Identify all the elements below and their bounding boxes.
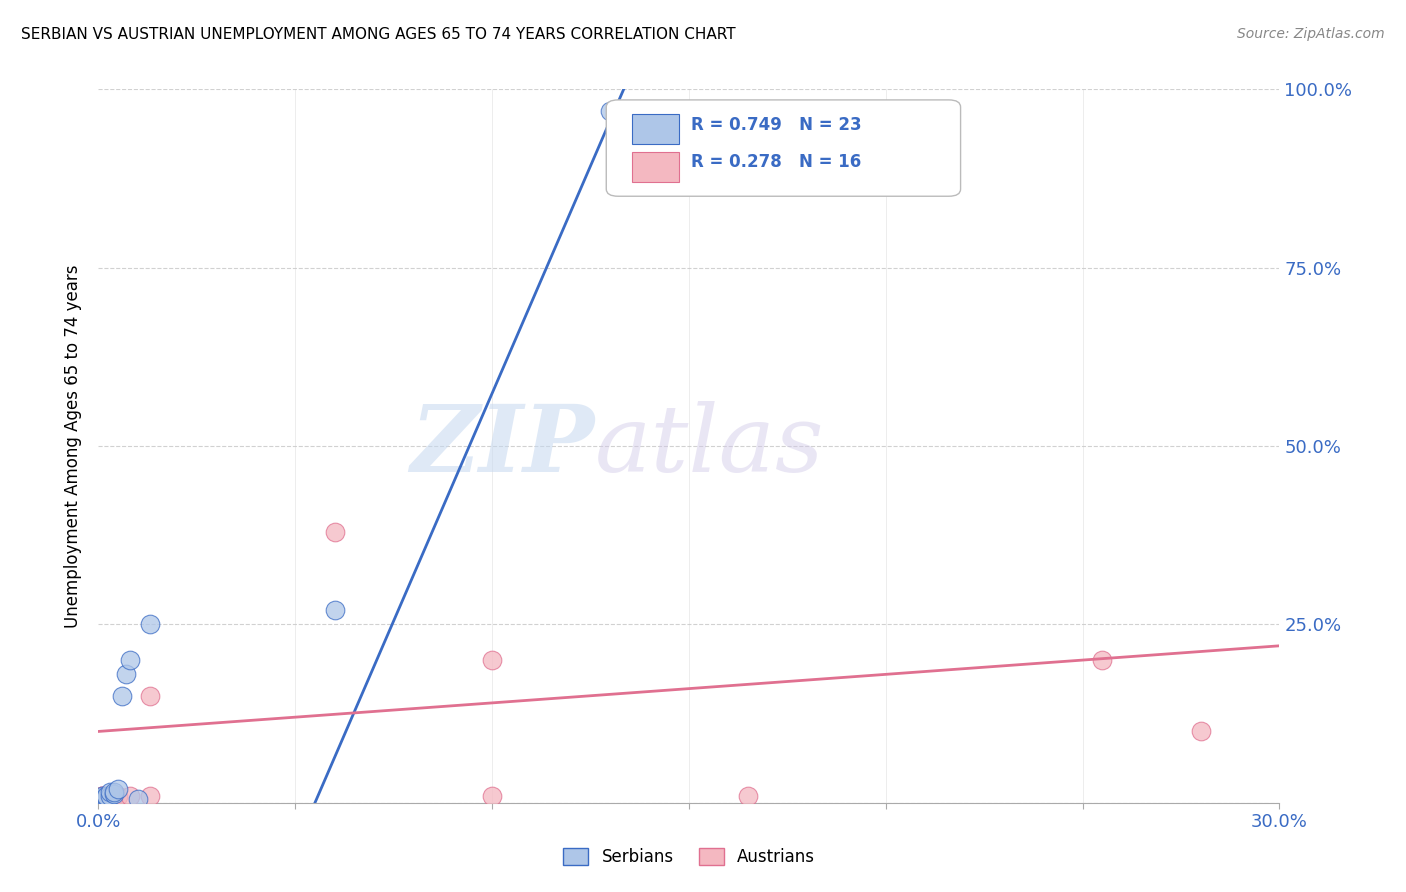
Point [98,785,121,799]
Text: atlas: atlas [595,401,824,491]
Point [96,789,118,803]
Point [138,689,160,703]
Point [138,617,160,632]
Point [737,789,759,803]
Point [91,790,114,805]
Point [91,789,114,803]
Point [481,789,503,803]
Point [98,789,121,803]
Text: ZIP: ZIP [411,401,595,491]
Point [115,667,138,681]
FancyBboxPatch shape [606,100,960,196]
Point [103,789,125,803]
Point [1091,653,1114,667]
Text: Source: ZipAtlas.com: Source: ZipAtlas.com [1237,27,1385,41]
Point [103,787,125,801]
Point [96,794,118,808]
Bar [633,114,679,145]
Point [91,790,114,805]
Point [107,789,129,803]
Point [107,781,129,796]
Point [118,653,141,667]
Point [91,791,114,805]
Y-axis label: Unemployment Among Ages 65 to 74 years: Unemployment Among Ages 65 to 74 years [65,264,83,628]
Bar [633,152,679,182]
Legend: Serbians, Austrians: Serbians, Austrians [557,841,821,873]
Point [91,793,114,807]
Point [98,789,121,803]
Text: R = 0.749   N = 23: R = 0.749 N = 23 [692,116,862,134]
Point [103,785,125,799]
Point [138,789,160,803]
Point [599,103,621,118]
Text: R = 0.278   N = 16: R = 0.278 N = 16 [692,153,862,171]
Point [1189,724,1212,739]
Point [91,789,114,803]
Point [118,789,141,803]
Point [481,653,503,667]
Point [91,794,114,808]
Point [91,792,114,806]
Point [323,524,346,539]
Point [127,792,149,806]
Point [91,789,114,803]
Point [96,790,118,805]
Point [91,789,114,803]
Point [323,603,346,617]
Point [96,789,118,803]
Point [96,792,118,806]
Text: SERBIAN VS AUSTRIAN UNEMPLOYMENT AMONG AGES 65 TO 74 YEARS CORRELATION CHART: SERBIAN VS AUSTRIAN UNEMPLOYMENT AMONG A… [21,27,735,42]
Point [111,689,134,703]
